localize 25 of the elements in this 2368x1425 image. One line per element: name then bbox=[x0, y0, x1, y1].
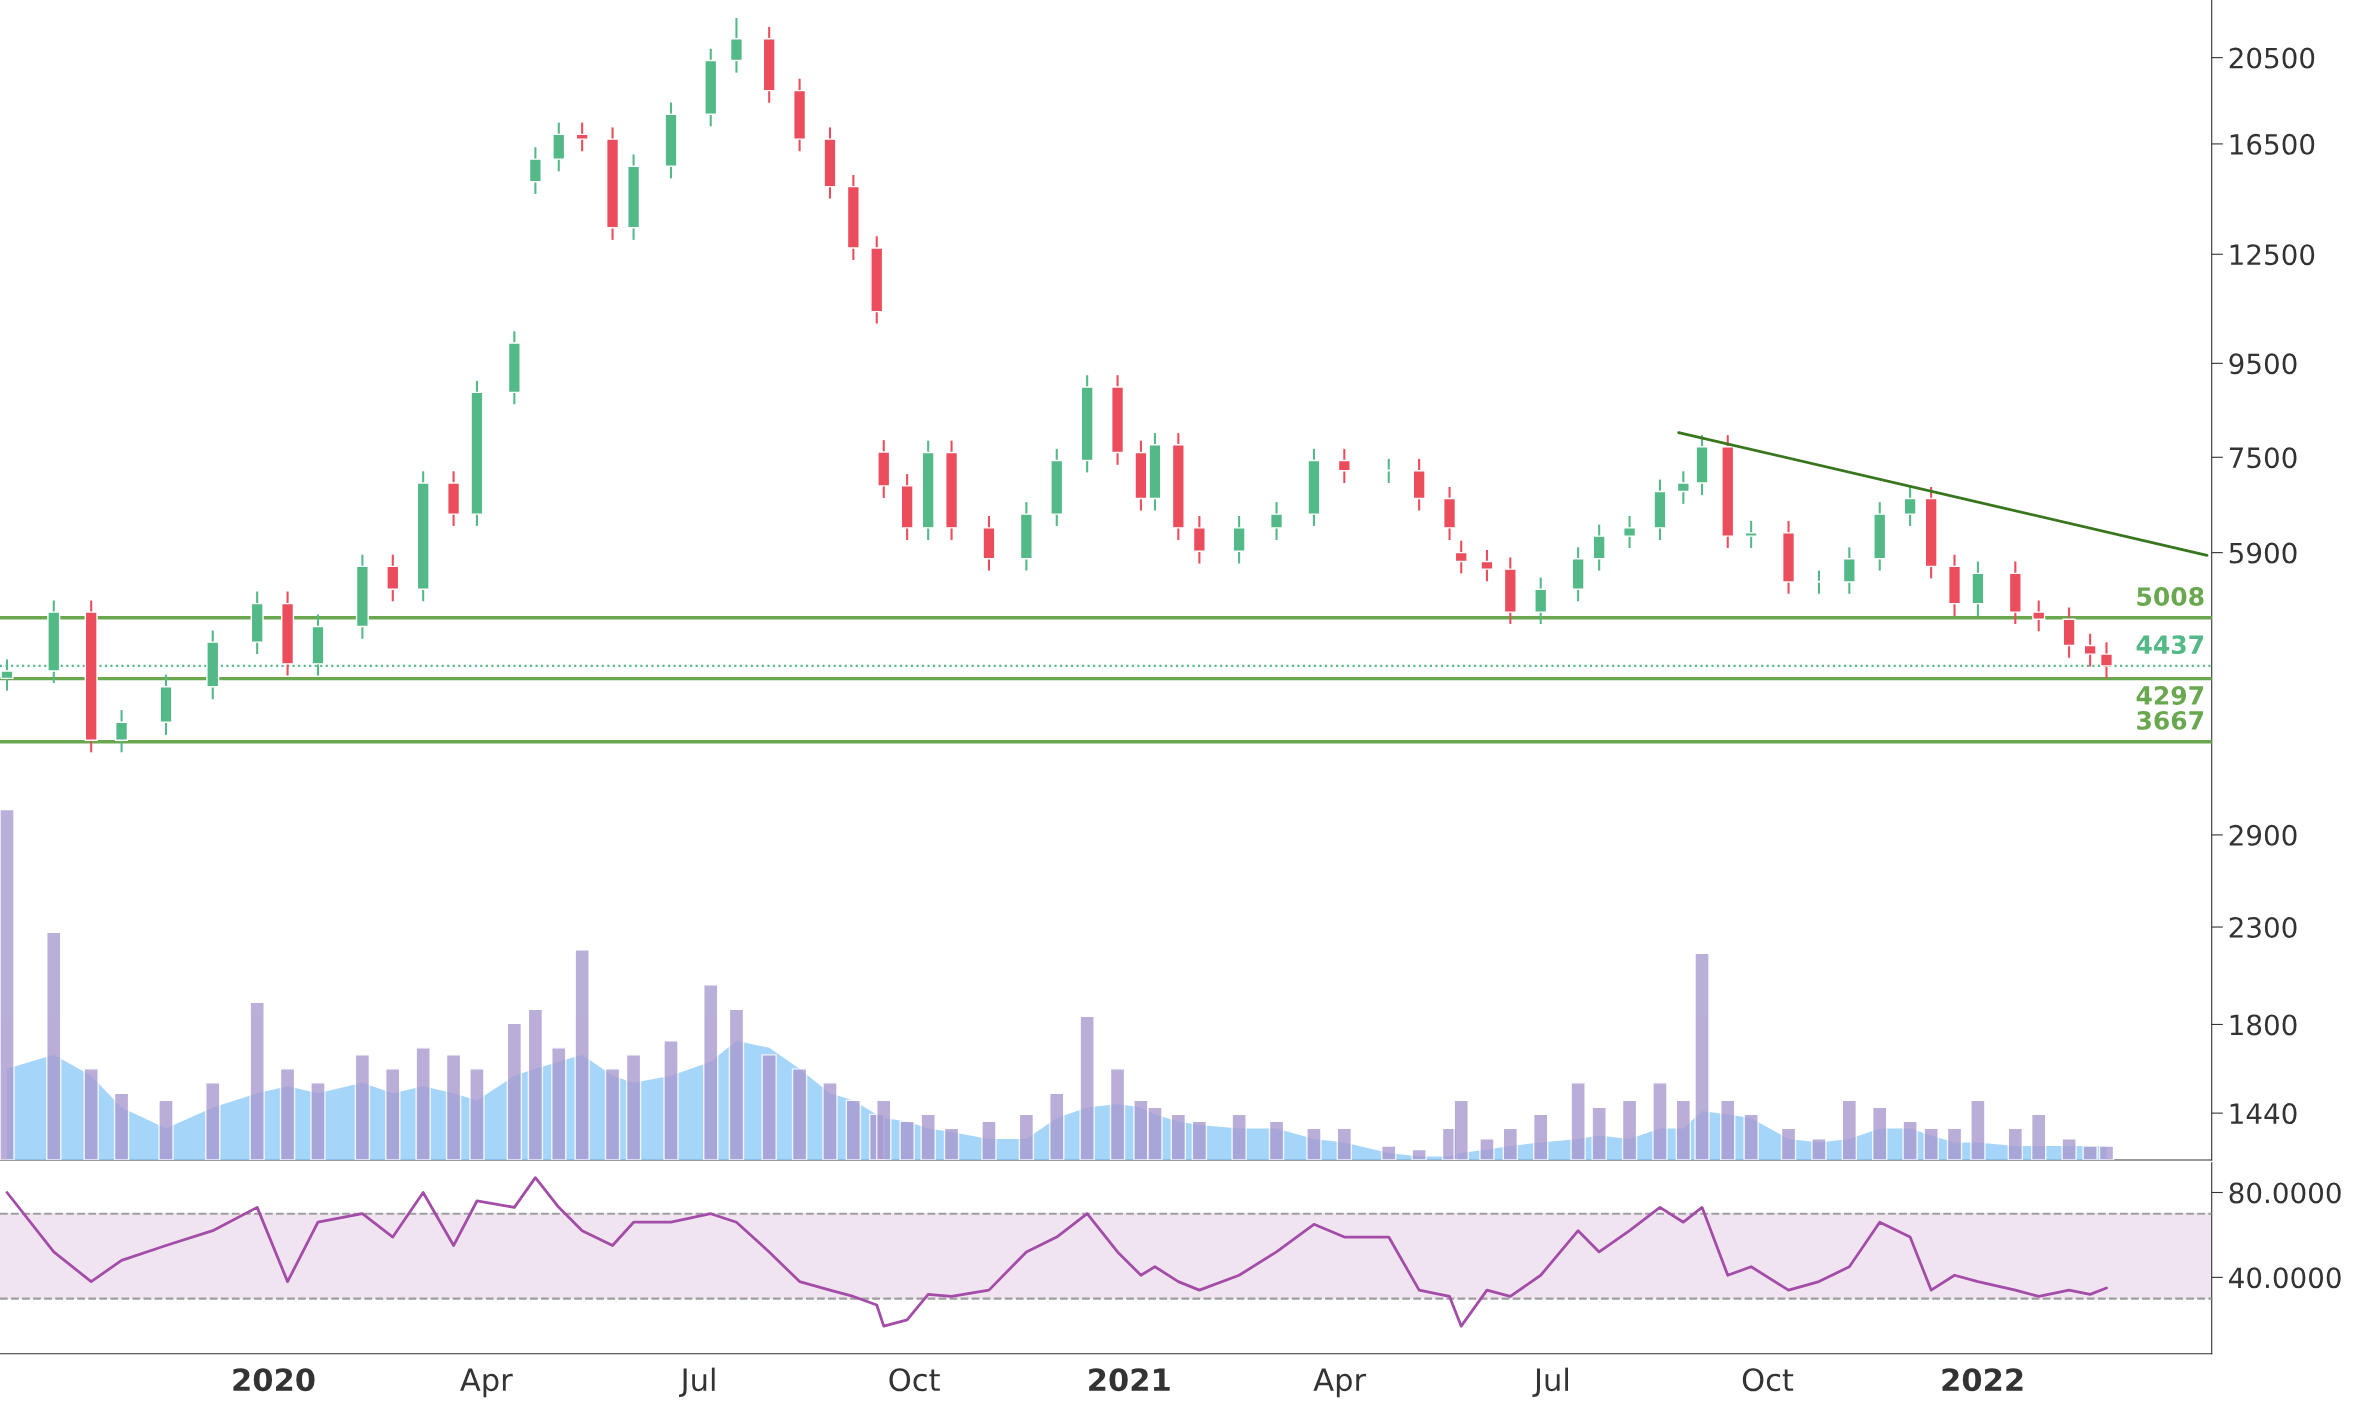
ref-line-label: 4297 bbox=[2136, 686, 2204, 705]
y-tick-label: 40.0000 bbox=[2229, 1267, 2341, 1289]
y-tick-label: 20500 bbox=[2229, 47, 2315, 69]
x-tick-label: Apr bbox=[1313, 1368, 1367, 1398]
y-tick-label: 9500 bbox=[2229, 353, 2297, 375]
x-tick-label: Oct bbox=[1742, 1368, 1794, 1392]
x-tick-label: 2021 bbox=[1089, 1368, 1170, 1392]
y-tick-label: 1440 bbox=[2230, 1103, 2297, 1125]
x-tick-label: 2020 bbox=[233, 1368, 315, 1392]
x-tick-label: Apr bbox=[460, 1368, 513, 1398]
ref-line-label: 3667 bbox=[2137, 710, 2204, 730]
y-tick-label: 80.0000 bbox=[2229, 1182, 2341, 1204]
y-tick-label: 5900 bbox=[2229, 542, 2297, 564]
x-tick-label: Oct bbox=[889, 1368, 940, 1392]
y-tick-label: 2300 bbox=[2229, 916, 2297, 938]
y-tick-label: 12500 bbox=[2230, 244, 2315, 266]
x-tick-label: Jul bbox=[679, 1367, 715, 1397]
y-tick-label: 7500 bbox=[2229, 447, 2297, 469]
ref-line-label: 4437 bbox=[2136, 635, 2204, 655]
x-tick-label: 2022 bbox=[1942, 1368, 2023, 1392]
x-tick-label: Jul bbox=[1532, 1367, 1568, 1397]
y-tick-label: 16500 bbox=[2230, 133, 2315, 155]
ref-line-label: 5008 bbox=[2137, 587, 2204, 606]
y-tick-label: 2900 bbox=[2229, 824, 2297, 846]
y-tick-label: 1800 bbox=[2230, 1014, 2297, 1036]
